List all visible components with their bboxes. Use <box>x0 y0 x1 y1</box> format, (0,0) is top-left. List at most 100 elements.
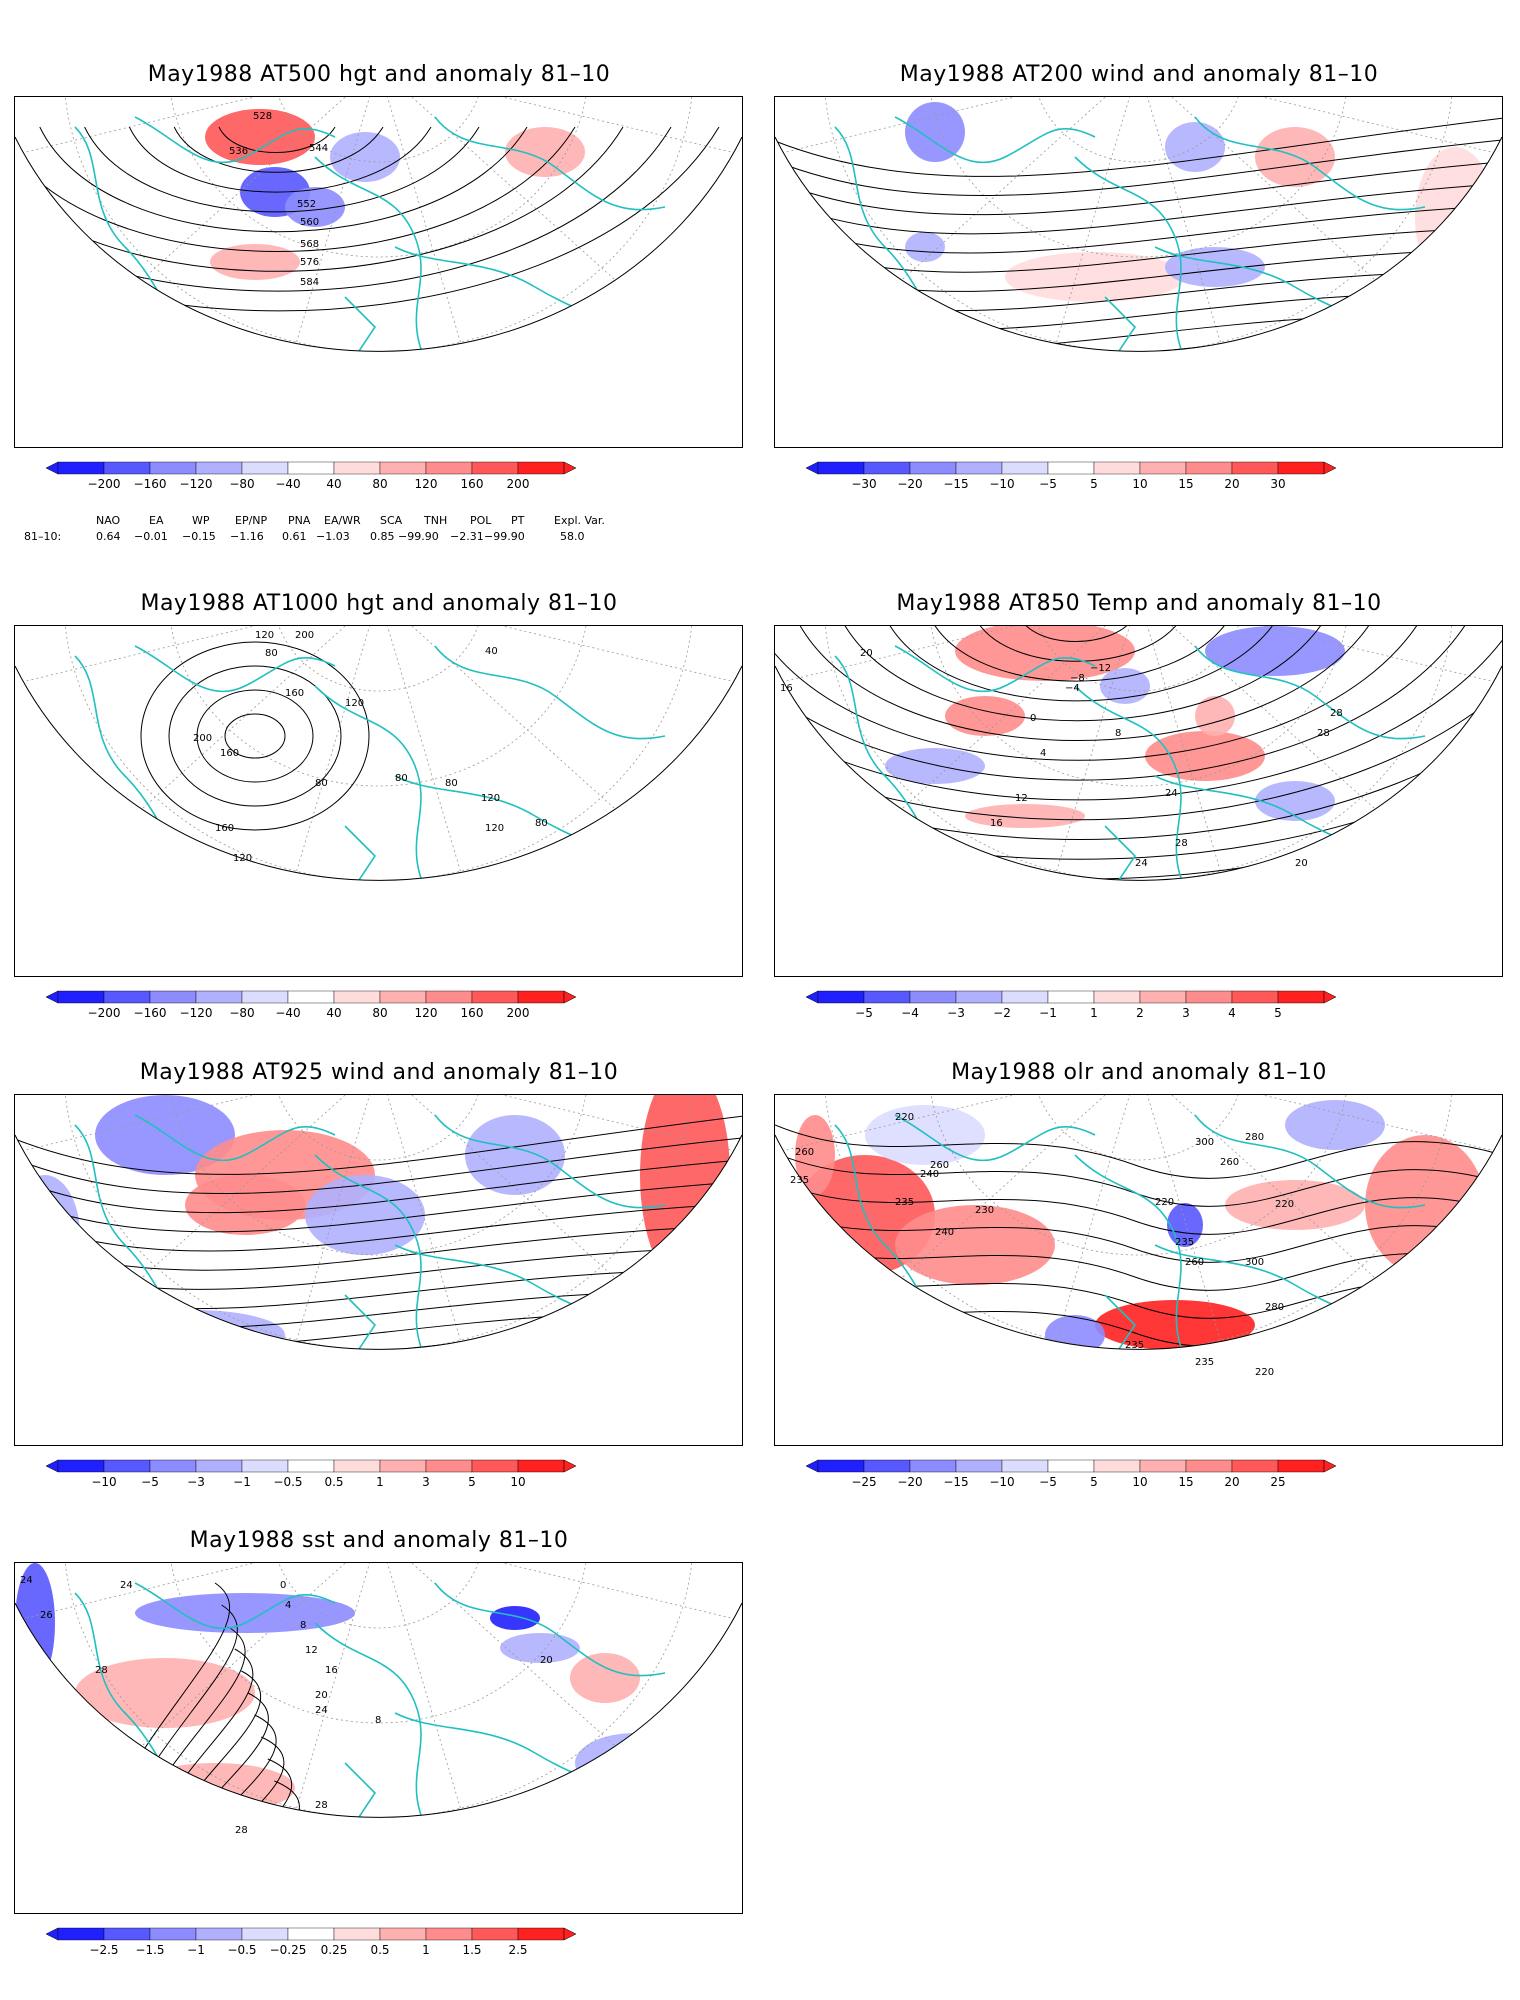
coastline <box>314 1154 536 1350</box>
map-area: 260 235 220 240 260 235 230 240 220 235 300 280 260 2… <box>774 1094 1503 1446</box>
colorbar-tick-label: −10 <box>91 1475 116 1489</box>
meridian-line <box>378 1563 509 1818</box>
contour-line <box>96 1604 238 1818</box>
anomaly-shading <box>285 187 345 227</box>
coastline <box>344 1762 397 1818</box>
contour-label: 8 <box>375 1715 381 1726</box>
contour-label: −8 <box>1070 673 1085 684</box>
anomaly-shading <box>1165 122 1225 172</box>
contour-label: 4 <box>285 1600 291 1611</box>
panel-title: May1988 AT1000 hgt and anomaly 81–10 <box>140 591 618 616</box>
coastline <box>1104 1294 1157 1350</box>
anomaly-shading <box>490 1606 540 1630</box>
colorbar-swatch <box>379 1927 427 1941</box>
colorbar-swatch <box>103 990 151 1004</box>
colorbar-arrow-high <box>563 461 577 475</box>
colorbar-swatch <box>517 990 565 1004</box>
index-value: −0.01 <box>134 530 168 543</box>
contour-label: 200 <box>295 630 314 641</box>
colorbar-tick-label: −5 <box>1039 477 1057 491</box>
anomaly-shading <box>205 109 315 165</box>
latitude-circle <box>273 1563 484 1629</box>
colorbar-swatch <box>149 1927 197 1941</box>
colorbar-swatch <box>1093 461 1141 475</box>
meridian-line <box>1138 97 1269 352</box>
contour-label: 568 <box>300 239 319 250</box>
colorbar-tick-label: −20 <box>897 477 922 491</box>
colorbar-tick-label: 15 <box>1178 1475 1193 1489</box>
colorbar-swatch <box>149 1459 197 1473</box>
contour-label: 120 <box>481 793 500 804</box>
colorbar: −5 −4 −3 −2 −1 1 2 3 4 5 <box>774 988 1504 1024</box>
contour-line <box>173 126 384 173</box>
colorbar-tick-label: 25 <box>1270 1475 1285 1489</box>
colorbar-swatch <box>425 990 473 1004</box>
coastline <box>894 116 1096 164</box>
contour-line <box>15 126 672 292</box>
index-value: −1.03 <box>316 530 350 543</box>
contour-line <box>204 1736 285 1818</box>
colorbar-swatch <box>1093 990 1141 1004</box>
contour-label: 80 <box>265 648 278 659</box>
colorbar-tick-label: 15 <box>1178 477 1193 491</box>
panel-title: May1988 AT850 Temp and anomaly 81–10 <box>896 591 1382 616</box>
map-area <box>774 96 1503 448</box>
coastline <box>1104 296 1157 352</box>
colorbar-swatch <box>241 990 289 1004</box>
colorbar-swatch <box>57 990 105 1004</box>
colorbar-swatch <box>955 1459 1003 1473</box>
panel-title: May1988 AT200 wind and anomaly 81–10 <box>899 62 1379 87</box>
contour-label: 4 <box>1040 748 1046 759</box>
hemisphere-edge <box>15 665 742 881</box>
contour-label: 28 <box>1317 728 1330 739</box>
colorbar-swatch <box>1231 461 1279 475</box>
anomaly-shading <box>955 626 1135 681</box>
colorbar-swatch <box>863 461 911 475</box>
contour-line <box>128 126 432 193</box>
colorbar-swatch <box>517 1927 565 1941</box>
contour-line <box>973 626 1184 662</box>
anomaly-shading <box>905 102 965 162</box>
anomaly-shading <box>135 1763 295 1813</box>
map-field <box>15 1563 742 1818</box>
contour-line <box>775 138 1502 197</box>
colorbar-swatch <box>379 990 427 1004</box>
colorbar-tick-label: −15 <box>943 477 968 491</box>
colorbar-arrow-low <box>45 1459 59 1473</box>
map-area: 120 200 160 40 80 160 200 160 120 120 80 80 80 120 120… <box>14 625 743 977</box>
colorbar-swatch <box>1047 990 1095 1004</box>
coastline <box>394 1712 656 1818</box>
contour-line <box>775 626 1424 761</box>
colorbar-tick-label: −2 <box>993 1006 1011 1020</box>
colorbar-swatch <box>863 990 911 1004</box>
index-value: −1.16 <box>230 530 264 543</box>
colorbar-tick-label: 1 <box>1090 1006 1098 1020</box>
anomaly-shading <box>805 1325 945 1350</box>
contour-label: 220 <box>1275 1199 1294 1210</box>
meridian-line <box>378 1563 733 1818</box>
colorbar-tick-label: 200 <box>507 477 530 491</box>
colorbar-tick-label: 40 <box>326 1006 341 1020</box>
colorbar-tick-label: −1 <box>1039 1006 1057 1020</box>
contour-line <box>839 626 1328 722</box>
contour-label: 24 <box>120 1580 133 1591</box>
contour-line <box>775 1180 1502 1235</box>
contour-label: 220 <box>895 1112 914 1123</box>
colorbar-tick-label: 4 <box>1228 1006 1236 1020</box>
anomaly-shading <box>1045 1315 1105 1350</box>
latitude-circle <box>273 97 484 163</box>
coastline <box>434 645 666 740</box>
contour-line <box>928 626 1232 682</box>
colorbar-tick-label: −3 <box>947 1006 965 1020</box>
coastline <box>1074 156 1296 352</box>
colorbar-tick-label: 160 <box>461 1006 484 1020</box>
index-name: PNA <box>288 514 311 527</box>
panel-title: May1988 olr and anomaly 81–10 <box>951 1060 1327 1085</box>
latitude-circle <box>168 626 589 787</box>
index-name: TNH <box>424 514 448 527</box>
colorbar-swatch <box>1185 461 1233 475</box>
coastline <box>1074 685 1296 881</box>
colorbar-tick-label: −25 <box>851 1475 876 1489</box>
contour-label: 28 <box>315 1800 328 1811</box>
colorbar: −30 −20 −15 −10 −5 5 10 15 20 30 <box>774 459 1504 495</box>
